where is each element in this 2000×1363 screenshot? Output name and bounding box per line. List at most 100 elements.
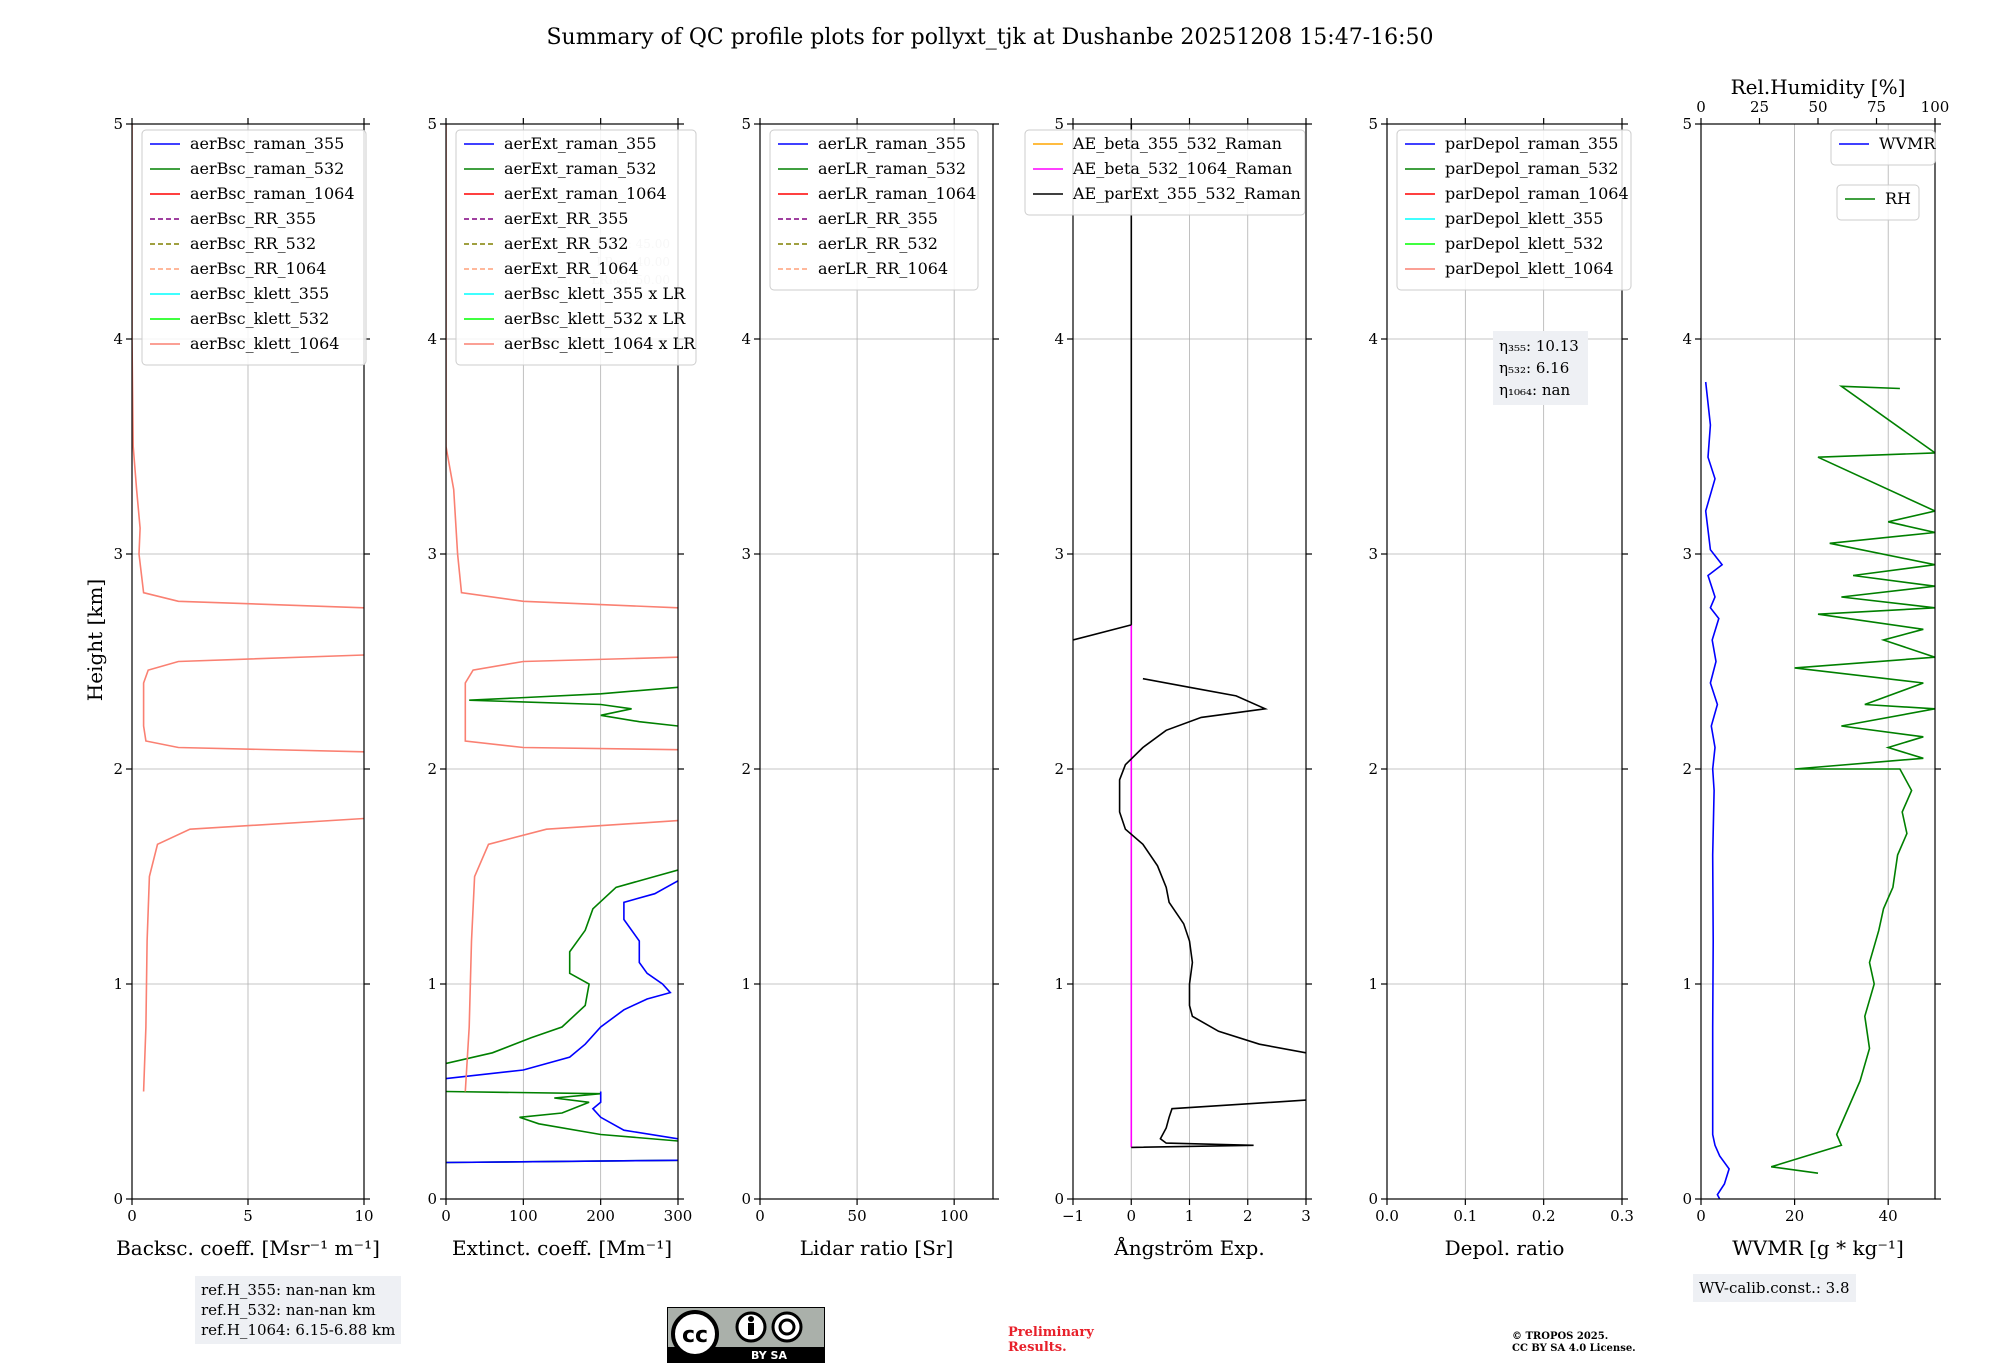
legend-ae: AE_beta_355_532_Raman AE_beta_532_1064_Ra… [1024, 129, 1306, 216]
y-tick-label: 2 [1682, 760, 1692, 778]
y-tick-label: 1 [1682, 975, 1692, 993]
legend-label: RH [1885, 189, 1911, 208]
legend-lr: aerLR_raman_355 aerLR_raman_532 aerLR_rama… [769, 129, 979, 291]
svg-text:cc: cc [682, 1323, 708, 1348]
legend-label: aerLR_raman_355 [818, 134, 966, 153]
legend-label: aerExt_raman_1064 [504, 184, 667, 203]
y-tick-label: 3 [1682, 545, 1692, 563]
y-tick-label: 3 [427, 545, 437, 563]
series-line-RH [1770, 385, 1935, 1174]
x-tick-label: 0 [755, 1207, 765, 1225]
legend-box [455, 129, 697, 366]
wv-calibration-text: WV-calib.const.: 3.8 [1699, 1279, 1850, 1297]
legend-box [1836, 184, 1920, 221]
cc-license-badge: cc BY SA [667, 1307, 825, 1363]
y-tick-label: 4 [427, 330, 437, 348]
y-tick-label: 2 [1368, 760, 1378, 778]
y-tick-label: 1 [427, 975, 437, 993]
y-tick-label: 3 [741, 545, 751, 563]
x-tick-label: 50 [848, 1207, 867, 1225]
legend-label: WVMR [1879, 134, 1936, 153]
x-tick-label: −1 [1062, 1207, 1084, 1225]
y-tick-label: 5 [1054, 115, 1064, 133]
x-tick-label: 200 [586, 1207, 615, 1225]
series-line-AE_parExt_355_532_Raman [1073, 124, 1306, 1149]
legend-box [141, 129, 367, 366]
axes-frame [445, 123, 679, 1200]
x-tick-label: 300 [664, 1207, 693, 1225]
refh-532: ref.H_532: nan-nan km [201, 1301, 376, 1319]
axes-frame [759, 123, 994, 1200]
y-tick-label: 0 [1682, 1190, 1692, 1208]
figure-title: Summary of QC profile plots for pollyxt_… [546, 25, 1433, 50]
y-tick-label: 0 [1368, 1190, 1378, 1208]
x-axis-label: Depol. ratio [1445, 1236, 1565, 1260]
x-tick-label: 0.3 [1610, 1207, 1634, 1225]
y-tick-label: 0 [427, 1190, 437, 1208]
y-tick-label: 5 [113, 115, 123, 133]
eta-value: η₃₅₅: 10.13 [1499, 337, 1579, 355]
x-tick-label: 3 [1301, 1207, 1311, 1225]
y-tick-label: 0 [1054, 1190, 1064, 1208]
legend-label: aerBsc_klett_355 x LR [504, 284, 686, 303]
series-line-WVMR [1704, 381, 1730, 1199]
x-axis-label: Backsc. coeff. [Msr⁻¹ m⁻¹] [116, 1236, 380, 1260]
legend-label: parDepol_klett_355 [1445, 209, 1603, 228]
y-tick-label: 1 [113, 975, 123, 993]
legend-label: aerBsc_RR_1064 [190, 259, 326, 278]
y-tick-label: 1 [1054, 975, 1064, 993]
x-tick-label: 100 [509, 1207, 538, 1225]
sa-icon [771, 1311, 803, 1343]
copyright-note: © TROPOS 2025. CC BY SA 4.0 License. [1512, 1331, 1636, 1355]
x-tick-label: 0 [127, 1207, 137, 1225]
legend-label: aerLR_RR_532 [818, 234, 938, 253]
x-tick-label: 10 [354, 1207, 373, 1225]
x-tick-label: 2 [1243, 1207, 1253, 1225]
y-tick-label: 1 [741, 975, 751, 993]
legend-label: AE_beta_532_1064_Raman [1072, 159, 1292, 178]
preliminary-line-2: Results. [1008, 1340, 1067, 1355]
legend-label: parDepol_raman_532 [1445, 159, 1618, 178]
legend-label: parDepol_raman_1064 [1445, 184, 1629, 203]
legend-bsc: aerBsc_raman_355 aerBsc_raman_532 aerBsc_r… [141, 129, 367, 366]
x-tick-label: 0 [1696, 1207, 1706, 1225]
x-tick-label: 5 [243, 1207, 253, 1225]
legend-label: aerBsc_klett_1064 x LR [504, 334, 696, 353]
refh-1064: ref.H_1064: 6.15-6.88 km [201, 1321, 396, 1339]
top-x-tick-label: 50 [1808, 98, 1827, 116]
y-tick-label: 3 [1368, 545, 1378, 563]
x-tick-label: 1 [1185, 1207, 1195, 1225]
panel-depol: 0 1 2 3 4 5 0.0 0.1 0.2 0.3 Depol. ratio parDepol_r… [1368, 115, 1633, 1260]
panel-bsc: 0 1 2 3 4 5 0 5 10 Backsc. coeff. [Msr⁻¹ m⁻¹] aerB… [113, 115, 379, 1260]
x-tick-label: 0 [441, 1207, 451, 1225]
legend-label: aerLR_raman_532 [818, 159, 966, 178]
legend-label: aerLR_RR_1064 [818, 259, 948, 278]
y-tick-label: 2 [113, 760, 123, 778]
cc-icon [671, 1310, 719, 1358]
refh-355: ref.H_355: nan-nan km [201, 1281, 376, 1299]
y-tick-label: 2 [427, 760, 437, 778]
legend-label: aerBsc_klett_1064 [190, 334, 339, 353]
y-tick-label: 4 [741, 330, 751, 348]
x-tick-label: 20 [1785, 1207, 1804, 1225]
legend-rh: RH [1836, 184, 1920, 221]
x-tick-label: 40 [1879, 1207, 1898, 1225]
legend-label: aerExt_RR_532 [504, 234, 628, 253]
y-tick-label: 5 [1368, 115, 1378, 133]
legend-label: aerBsc_klett_532 x LR [504, 309, 686, 328]
legend-ext: aerExt_raman_355 aerExt_raman_532 aerExt_r… [455, 129, 697, 366]
legend-label: AE_parExt_355_532_Raman [1072, 184, 1301, 203]
legend-label: aerExt_RR_355 [504, 209, 628, 228]
top-x-tick-label: 0 [1696, 98, 1706, 116]
top-x-axis-label: Rel.Humidity [%] [1731, 75, 1906, 99]
y-tick-label: 2 [741, 760, 751, 778]
preliminary-line-1: Preliminary [1008, 1325, 1094, 1340]
legend-label: parDepol_klett_1064 [1445, 259, 1614, 278]
x-tick-label: 100 [940, 1207, 969, 1225]
y-tick-label: 3 [113, 545, 123, 563]
